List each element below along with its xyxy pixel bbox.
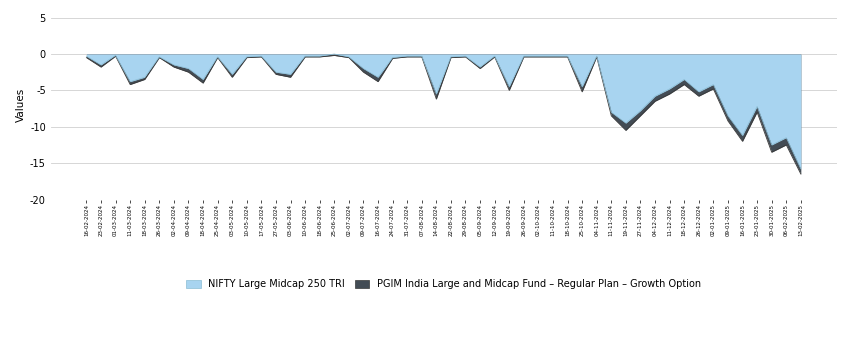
- Legend: NIFTY Large Midcap 250 TRI, PGIM India Large and Midcap Fund – Regular Plan – Gr: NIFTY Large Midcap 250 TRI, PGIM India L…: [181, 275, 705, 293]
- Y-axis label: Values: Values: [16, 88, 26, 122]
